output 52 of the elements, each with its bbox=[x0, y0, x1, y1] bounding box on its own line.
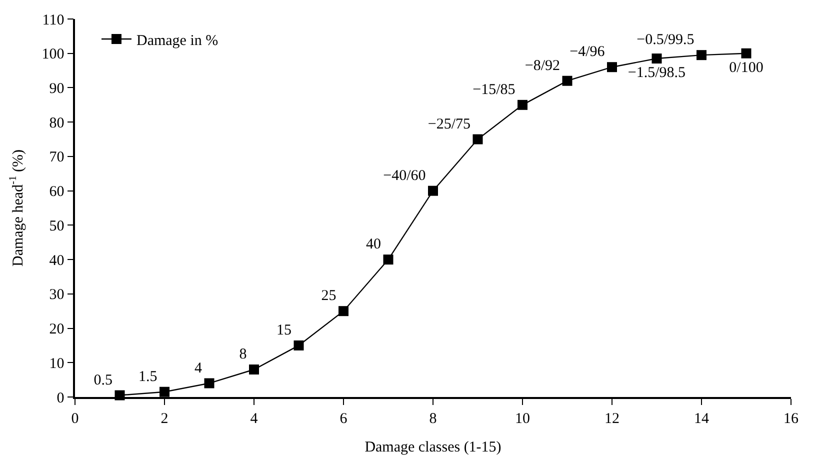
data-label: 4 bbox=[194, 360, 202, 376]
y-tick-label: 60 bbox=[49, 184, 64, 200]
y-tick-label: 50 bbox=[49, 218, 64, 234]
y-tick-label: 30 bbox=[49, 287, 64, 304]
point bbox=[562, 76, 572, 86]
data-label: −15/85 bbox=[472, 82, 516, 98]
point bbox=[428, 186, 438, 196]
data-label: 0.5 bbox=[94, 372, 112, 388]
x-tick-label: 12 bbox=[604, 410, 620, 427]
x-tick-label: 8 bbox=[429, 410, 437, 427]
point bbox=[741, 48, 752, 58]
data-label: 0/100 bbox=[729, 60, 764, 76]
data-label: 15 bbox=[276, 322, 292, 338]
point bbox=[338, 306, 348, 316]
y-tick-label: 80 bbox=[49, 115, 64, 132]
data-label: −1.5/98.5 bbox=[628, 65, 686, 82]
x-tick-label: 6 bbox=[340, 410, 348, 427]
y-tick-label: 70 bbox=[49, 150, 64, 166]
legend-label: Damage in % bbox=[136, 32, 218, 49]
data-label: 25 bbox=[321, 288, 336, 304]
data-label: 40 bbox=[366, 236, 381, 253]
x-tick-label: 14 bbox=[694, 410, 710, 427]
point bbox=[383, 254, 394, 265]
y-tick-label: 20 bbox=[49, 322, 64, 338]
point bbox=[472, 134, 483, 144]
data-label: 8 bbox=[239, 346, 247, 363]
point bbox=[294, 340, 304, 350]
data-label: −25/75 bbox=[428, 116, 470, 132]
point bbox=[204, 378, 214, 388]
point bbox=[696, 50, 706, 60]
data-label: 1.5 bbox=[138, 368, 158, 385]
x-tick-label: 0 bbox=[71, 410, 79, 427]
x-axis-title: Damage classes (1-15) bbox=[364, 439, 502, 456]
data-label: −40/60 bbox=[383, 168, 426, 184]
y-tick-label: 40 bbox=[49, 252, 64, 269]
y-tick-label: 10 bbox=[49, 356, 64, 372]
x-tick-label: 10 bbox=[515, 410, 530, 427]
point bbox=[249, 364, 259, 375]
point bbox=[607, 62, 617, 72]
point bbox=[518, 100, 528, 110]
point bbox=[160, 386, 170, 397]
y-tick-label: 110 bbox=[42, 12, 64, 28]
data-label: −4/96 bbox=[570, 44, 606, 60]
x-tick-label: 4 bbox=[250, 410, 258, 427]
x-tick-label: 16 bbox=[784, 410, 799, 427]
y-tick-label: 0 bbox=[56, 390, 64, 406]
y-tick-label: 90 bbox=[49, 80, 64, 97]
data-label: −8/92 bbox=[524, 58, 560, 74]
data-label: −0.5/99.5 bbox=[636, 32, 694, 48]
y-tick-label: 100 bbox=[42, 46, 64, 63]
point bbox=[652, 54, 662, 64]
x-tick-label: 2 bbox=[160, 410, 168, 427]
